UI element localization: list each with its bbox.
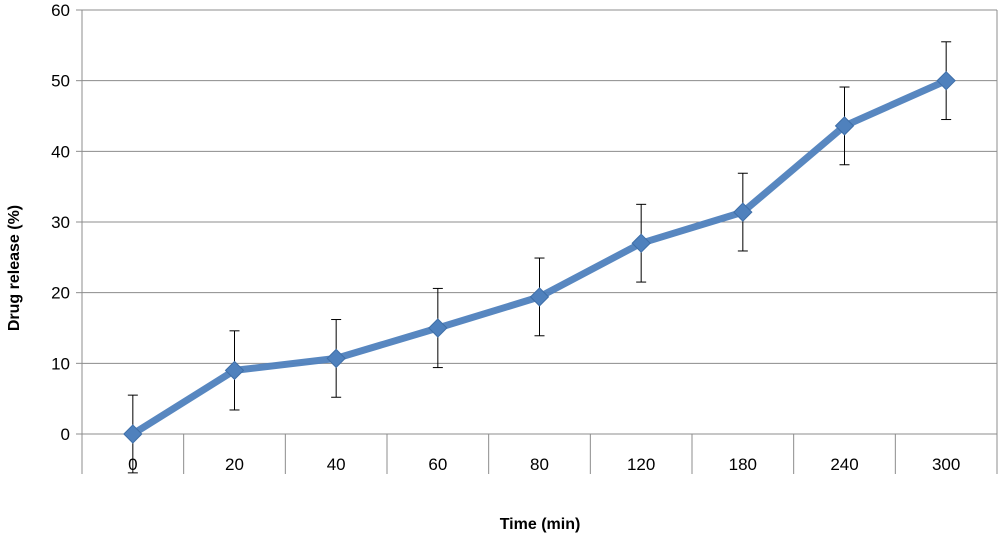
error-bars [127,41,952,474]
data-point-marker [123,424,143,444]
y-tick-labels: 0 10 20 30 40 50 60 [51,1,70,444]
x-tick-label: 240 [830,455,858,474]
data-markers [123,70,956,444]
y-tick-label: 60 [51,1,70,20]
series-lines [129,77,950,438]
y-tick-label: 50 [51,72,70,91]
data-point-marker [834,116,855,136]
gridlines [82,9,997,435]
x-axis-title: Time (min) [500,516,581,533]
x-tick-label: 20 [225,455,244,474]
x-tick-labels: 0 20 40 60 80 120 180 240 300 [128,455,960,474]
y-tick-label: 30 [51,213,70,232]
x-tick-label: 120 [627,455,655,474]
x-tick-label: 180 [729,455,757,474]
y-tick-label: 20 [51,284,70,303]
y-tick-label: 40 [51,142,70,161]
axes [76,9,998,474]
x-tick-label: 40 [327,455,346,474]
data-point-marker [936,70,956,91]
x-tick-label: 60 [428,455,447,474]
data-point-marker [224,360,245,381]
data-point-marker [326,348,346,369]
x-tick-label: 300 [932,455,960,474]
data-point-marker [428,318,448,338]
y-tick-label: 10 [51,354,70,373]
series-line-0 [129,77,950,438]
data-point-marker [631,233,651,253]
data-point-marker [529,287,550,307]
x-tick-label: 80 [530,455,549,474]
y-tick-label: 0 [61,425,70,444]
y-axis-title: Drug release (%) [6,205,23,331]
data-point-marker [733,202,753,222]
